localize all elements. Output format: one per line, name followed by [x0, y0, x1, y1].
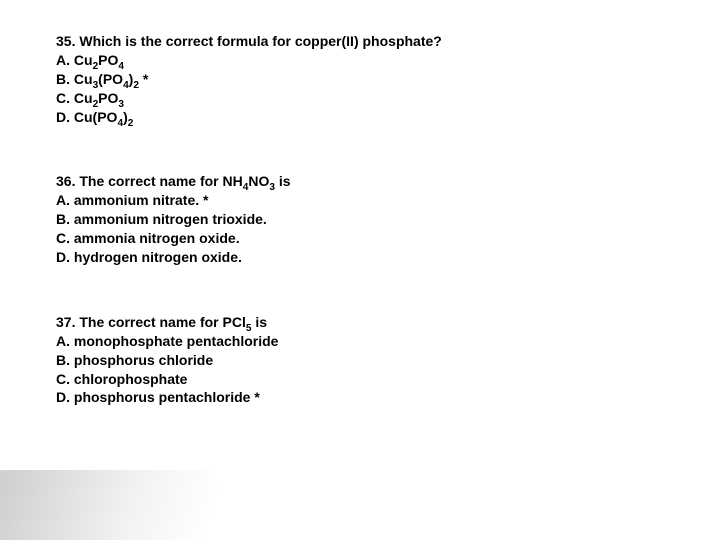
t: PO — [98, 90, 118, 106]
q36-prompt: 36. The correct name for NH4NO3 is — [56, 172, 676, 191]
q37-option-c: C. chlorophosphate — [56, 370, 676, 389]
t: PO — [98, 52, 118, 68]
q36-option-d: D. hydrogen nitrogen oxide. — [56, 248, 676, 267]
q37-option-a: A. monophosphate pentachloride — [56, 332, 676, 351]
question-37: 37. The correct name for PCl5 is A. mono… — [56, 313, 676, 407]
t: 37. The correct name for PCl — [56, 314, 246, 330]
t: B. Cu — [56, 71, 93, 87]
q37-option-d: D. phosphorus pentachloride * — [56, 388, 676, 407]
q37-prompt: 37. The correct name for PCl5 is — [56, 313, 676, 332]
content: 35. Which is the correct formula for cop… — [56, 32, 676, 453]
answer-star-icon: * — [139, 71, 148, 87]
q35-prompt-text: 35. Which is the correct formula for cop… — [56, 33, 442, 49]
t: is — [251, 314, 267, 330]
q36-option-c: C. ammonia nitrogen oxide. — [56, 229, 676, 248]
t: (PO — [98, 71, 123, 87]
sub: 2 — [128, 117, 134, 128]
q35-option-d: D. Cu(PO4)2 — [56, 108, 676, 127]
t: D. Cu(PO — [56, 109, 117, 125]
q36-option-b: B. ammonium nitrogen trioxide. — [56, 210, 676, 229]
q35-option-a: A. Cu2PO4 — [56, 51, 676, 70]
q37-option-b: B. phosphorus chloride — [56, 351, 676, 370]
t: NO — [248, 173, 269, 189]
t: C. Cu — [56, 90, 93, 106]
question-35: 35. Which is the correct formula for cop… — [56, 32, 676, 126]
question-36: 36. The correct name for NH4NO3 is A. am… — [56, 172, 676, 266]
t: 36. The correct name for NH — [56, 173, 243, 189]
corner-shadow-decoration — [0, 470, 240, 540]
q35-option-b: B. Cu3(PO4)2 * — [56, 70, 676, 89]
t: is — [275, 173, 291, 189]
t: A. Cu — [56, 52, 93, 68]
q35-prompt: 35. Which is the correct formula for cop… — [56, 32, 676, 51]
q36-option-a: A. ammonium nitrate. * — [56, 191, 676, 210]
q35-option-c: C. Cu2PO3 — [56, 89, 676, 108]
